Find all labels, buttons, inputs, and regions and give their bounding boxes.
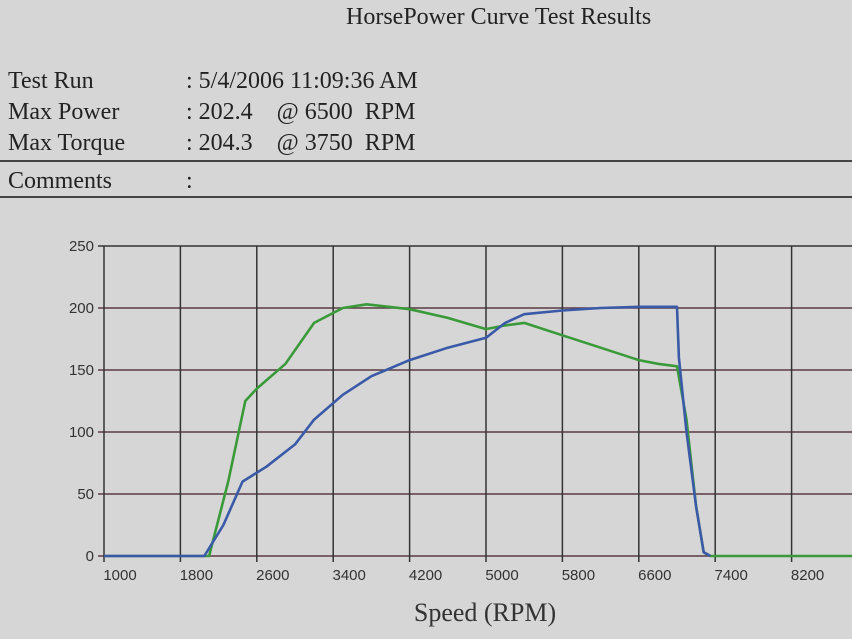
x-tick-label: 3400 — [333, 567, 366, 584]
comments-value: : — [186, 168, 193, 194]
x-tick-label: 6600 — [638, 567, 671, 584]
torque-curve — [104, 303, 852, 558]
max-power-value: : 202.4 @ 6500 RPM — [186, 99, 416, 125]
max-torque-label: Max Torque — [8, 130, 126, 156]
report-title: HorsePower Curve Test Results — [346, 4, 652, 30]
divider — [0, 160, 852, 162]
test-run-value: : 5/4/2006 11:09:36 AM — [186, 68, 418, 94]
y-tick-label: 50 — [77, 486, 94, 503]
x-tick-label: 1800 — [180, 567, 213, 584]
x-tick-label: 8200 — [791, 567, 824, 584]
x-tick-label: 7400 — [715, 567, 748, 584]
divider — [0, 196, 852, 198]
y-tick-label: 250 — [69, 238, 94, 255]
y-tick-label: 150 — [69, 362, 94, 379]
comments-label: Comments — [8, 168, 113, 194]
test-run-label: Test Run — [8, 68, 94, 94]
max-torque-value: : 204.3 @ 3750 RPM — [186, 130, 416, 156]
x-tick-label: 4200 — [409, 567, 442, 584]
max-power-label: Max Power — [8, 99, 120, 125]
y-tick-label: 100 — [69, 424, 94, 441]
x-tick-label: 1000 — [103, 567, 136, 584]
grid — [98, 245, 852, 562]
x-axis-label: Speed (RPM) — [414, 598, 556, 627]
y-tick-label: 0 — [86, 548, 94, 565]
y-tick-label: 200 — [69, 300, 94, 317]
power-curve — [104, 305, 712, 558]
x-tick-label: 5000 — [485, 567, 518, 584]
x-tick-label: 2600 — [256, 567, 289, 584]
x-tick-label: 5800 — [562, 567, 595, 584]
